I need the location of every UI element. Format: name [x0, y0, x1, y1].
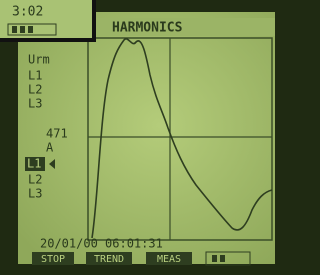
device-screen: HARMONICS Urm L1 L2 L3 471 A L1 L2 L3 20… [0, 0, 275, 275]
battery-cell [212, 255, 217, 262]
phase-label: L2 [28, 83, 42, 97]
phase-label[interactable]: L1 [27, 157, 41, 171]
battery-cell [220, 255, 225, 262]
battery-cell [20, 26, 25, 33]
phase-label: L3 [28, 97, 42, 111]
scale-value: 471 [46, 127, 68, 141]
phase-label: L1 [28, 69, 42, 83]
timestamp: 20/01/00 06:01:31 [40, 237, 163, 251]
phase-label[interactable]: L3 [28, 187, 42, 201]
screen-title: HARMONICS [112, 21, 183, 36]
battery-cell [12, 26, 17, 33]
softkey-label[interactable]: STOP [41, 254, 65, 265]
softkey-label[interactable]: MEAS [157, 254, 181, 265]
inset-time: 3:02 [12, 5, 43, 20]
battery-cell [28, 26, 33, 33]
unit-label: Urm [28, 53, 50, 67]
phase-label[interactable]: L2 [28, 173, 42, 187]
softkey-label[interactable]: TREND [94, 254, 124, 265]
unit-label: A [46, 141, 54, 155]
